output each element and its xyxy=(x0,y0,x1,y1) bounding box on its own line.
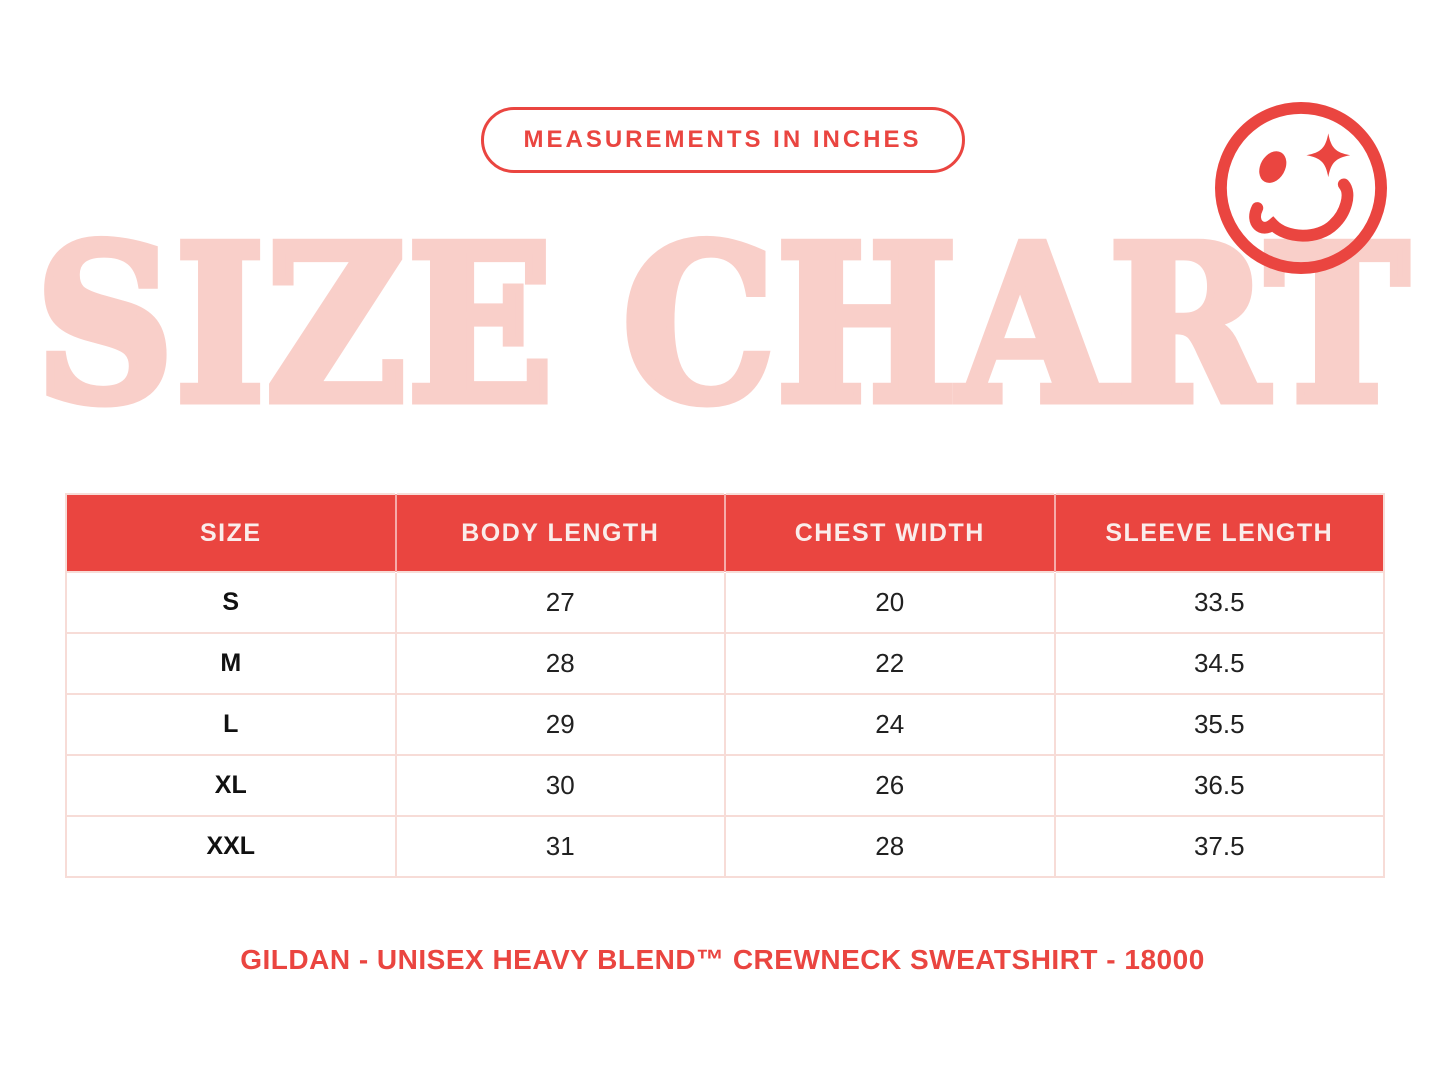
value-cell: 26 xyxy=(724,754,1056,817)
value-cell: 30 xyxy=(394,754,726,817)
value-cell: 29 xyxy=(394,693,726,756)
header-cell: BODY LENGTH xyxy=(395,494,726,572)
value-cell: 31 xyxy=(394,815,726,878)
size-cell: XL xyxy=(65,754,397,817)
value-cell: 34.5 xyxy=(1053,632,1385,695)
table-row: XL 30 26 36.5 xyxy=(65,754,1385,817)
table-row: L 29 24 35.5 xyxy=(65,693,1385,756)
size-cell: M xyxy=(65,632,397,695)
value-cell: 35.5 xyxy=(1053,693,1385,756)
table-header-row: SIZE BODY LENGTH CHEST WIDTH SLEEVE LENGTH xyxy=(66,494,1384,572)
value-cell: 28 xyxy=(724,815,1056,878)
measurements-badge: MEASUREMENTS IN INCHES xyxy=(480,107,965,173)
value-cell: 36.5 xyxy=(1053,754,1385,817)
table-row: S 27 20 33.5 xyxy=(65,571,1385,634)
table-row: XXL 31 28 37.5 xyxy=(65,815,1385,878)
winking-smiley-icon xyxy=(1215,102,1387,274)
page-title: SIZE CHART xyxy=(31,199,1412,452)
value-cell: 22 xyxy=(724,632,1056,695)
header-cell: CHEST WIDTH xyxy=(725,494,1056,572)
value-cell: 20 xyxy=(724,571,1056,634)
header-cell: SLEEVE LENGTH xyxy=(1054,494,1384,572)
header-cell: SIZE xyxy=(66,494,397,572)
value-cell: 27 xyxy=(394,571,726,634)
size-chart-table: SIZE BODY LENGTH CHEST WIDTH SLEEVE LENGTH … xyxy=(65,493,1385,878)
size-cell: XXL xyxy=(65,815,397,878)
footer-product-name: GILDAN - UNISEX HEAVY BLEND™ CREWNECK SW… xyxy=(240,944,1205,975)
value-cell: 33.5 xyxy=(1053,571,1385,634)
value-cell: 28 xyxy=(394,632,726,695)
table-row: M 28 22 34.5 xyxy=(65,632,1385,695)
value-cell: 24 xyxy=(724,693,1056,756)
size-cell: S xyxy=(65,571,397,634)
value-cell: 37.5 xyxy=(1053,815,1385,878)
size-cell: L xyxy=(65,693,397,756)
